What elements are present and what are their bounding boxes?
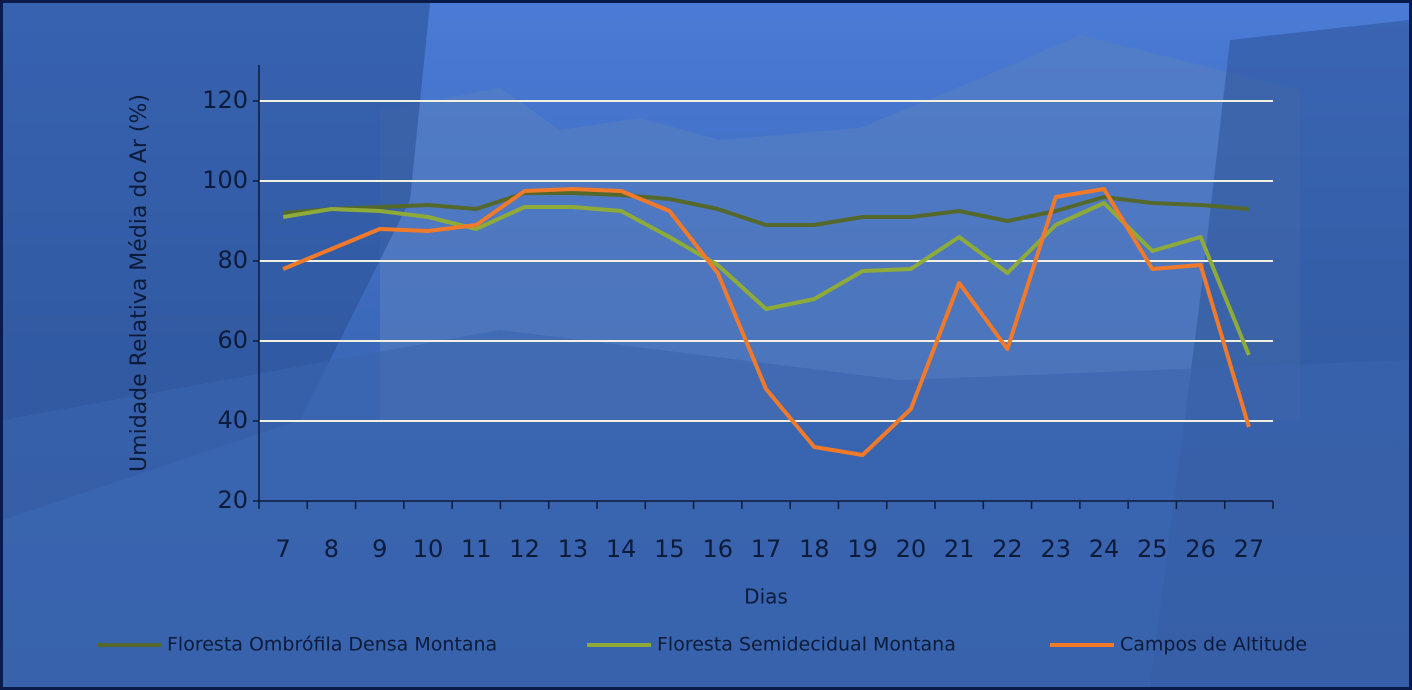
legend-label: Floresta Semidecidual Montana (657, 634, 956, 656)
x-tick-label: 21 (944, 535, 975, 563)
x-tick-label: 22 (992, 535, 1023, 563)
x-tick-label: 8 (324, 535, 339, 563)
legend-label: Floresta Ombrófila Densa Montana (167, 634, 497, 656)
y-tick-label: 40 (217, 406, 248, 434)
y-tick-label: 80 (217, 246, 248, 274)
series-line (282, 191, 1250, 227)
ground (3, 330, 1409, 687)
legend-label: Campos de Altitude (1120, 634, 1307, 656)
y-tick-label: 60 (217, 326, 248, 354)
x-tick-label: 13 (558, 535, 589, 563)
x-axis-title: Dias (744, 585, 788, 609)
x-tick-label: 19 (847, 535, 878, 563)
x-tick-label: 7 (276, 535, 291, 563)
x-tick-label: 24 (1089, 535, 1120, 563)
y-tick-label: 100 (202, 166, 248, 194)
trees-left (3, 3, 430, 520)
x-tick-label: 20 (896, 535, 927, 563)
x-tick-label: 15 (654, 535, 685, 563)
x-tick-label: 12 (509, 535, 540, 563)
x-tick-label: 25 (1137, 535, 1168, 563)
x-tick-label: 18 (799, 535, 830, 563)
y-tick-label: 120 (202, 86, 248, 114)
series-line (282, 187, 1251, 457)
x-tick-label: 23 (1040, 535, 1071, 563)
mountains (380, 35, 1300, 420)
y-tick-label: 20 (217, 486, 248, 514)
x-tick-label: 14 (606, 535, 637, 563)
x-tick-label: 26 (1185, 535, 1216, 563)
x-tick-label: 10 (413, 535, 444, 563)
x-tick-label: 9 (372, 535, 387, 563)
x-tick-label: 16 (702, 535, 733, 563)
y-axis-title: Umidade Relativa Média do Ar (%) (127, 94, 152, 472)
x-tick-label: 11 (461, 535, 492, 563)
x-tick-label: 17 (751, 535, 782, 563)
x-tick-label: 27 (1234, 535, 1265, 563)
series-line (282, 201, 1251, 356)
